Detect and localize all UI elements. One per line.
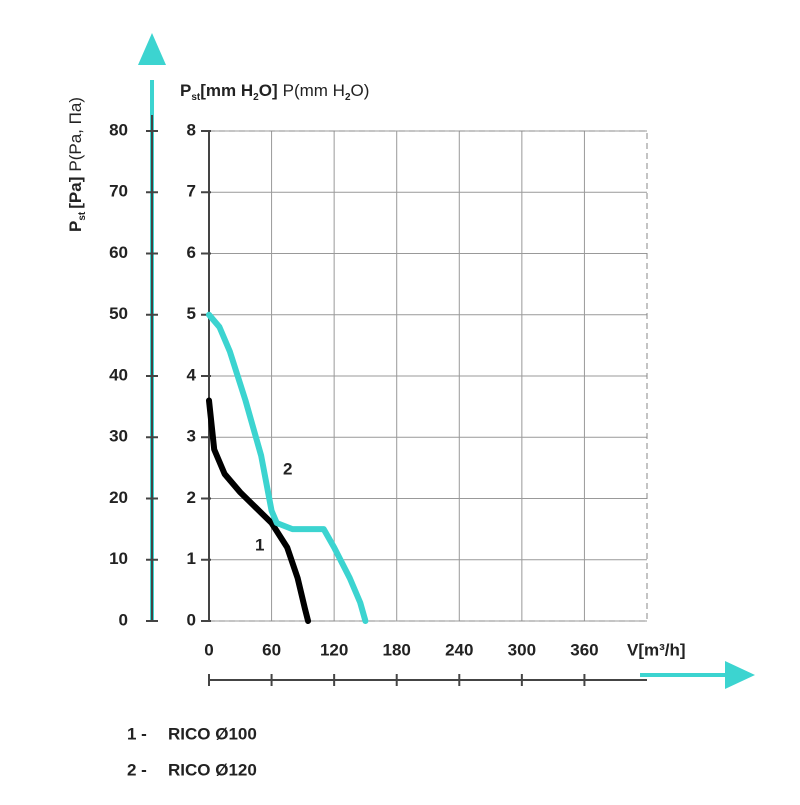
y-tick-label: 50: [109, 304, 128, 323]
curve: [206, 311, 369, 624]
legend-number: 1 -: [127, 724, 147, 743]
x-tick-label: 0: [204, 640, 213, 659]
y-tick-label: 0: [119, 610, 128, 629]
x-arrowhead: [725, 661, 755, 689]
y-label-part: st: [77, 211, 88, 221]
y2-label-part: 2: [345, 92, 351, 103]
y-tick-label: 70: [109, 182, 128, 201]
y2-label-part: O): [351, 81, 370, 100]
y-axis-label: Pst [Pa] P(Pa, Па): [66, 97, 87, 232]
curve: [206, 397, 312, 624]
y2-label-part: st: [191, 92, 201, 103]
legend-label: RICO Ø120: [168, 760, 257, 779]
y2-label-part: P(mm H: [283, 81, 345, 100]
x-tick-label: 120: [320, 640, 348, 659]
x-axis-label: V[m³/h]: [627, 640, 686, 659]
y-tick-label: 40: [109, 365, 128, 384]
y-tick-label: 20: [109, 488, 128, 507]
legend-label: RICO Ø100: [168, 724, 257, 743]
x-tick-label: 60: [262, 640, 281, 659]
y-tick-label: 60: [109, 243, 128, 262]
y2-tick-label: 2: [187, 488, 196, 507]
curve-label: 1: [255, 535, 264, 554]
y2-axis-label: Pst[mm H2O] P(mm H2O): [180, 81, 369, 102]
x-tick-label: 300: [508, 640, 536, 659]
y2-label-part: 2: [253, 92, 259, 103]
curve-label: 2: [283, 459, 292, 478]
y-tick-label: 80: [109, 120, 128, 139]
y-arrowhead: [138, 33, 166, 65]
y2-tick-label: 0: [187, 610, 196, 629]
y2-label-part: [mm H: [200, 81, 253, 100]
y-tick-label: 10: [109, 549, 128, 568]
y-tick-label: 30: [109, 427, 128, 446]
y2-tick-label: 1: [187, 549, 196, 568]
y2-tick-label: 4: [187, 365, 197, 384]
y2-tick-label: 6: [187, 243, 196, 262]
y2-tick-label: 3: [187, 427, 196, 446]
x-tick-label: 360: [570, 640, 598, 659]
y2-tick-label: 5: [187, 304, 196, 323]
legend-number: 2 -: [127, 760, 147, 779]
y-label-part: P: [66, 221, 85, 232]
y2-tick-label: 7: [187, 182, 196, 201]
y-label-part: [Pa]: [66, 177, 85, 209]
y2-label-part: P: [180, 81, 191, 100]
x-tick-label: 240: [445, 640, 473, 659]
y2-tick-label: 8: [187, 120, 196, 139]
y-label-part: P(Pa, Па): [66, 97, 85, 172]
x-tick-label: 180: [383, 640, 411, 659]
y2-label-part: O]: [259, 81, 278, 100]
